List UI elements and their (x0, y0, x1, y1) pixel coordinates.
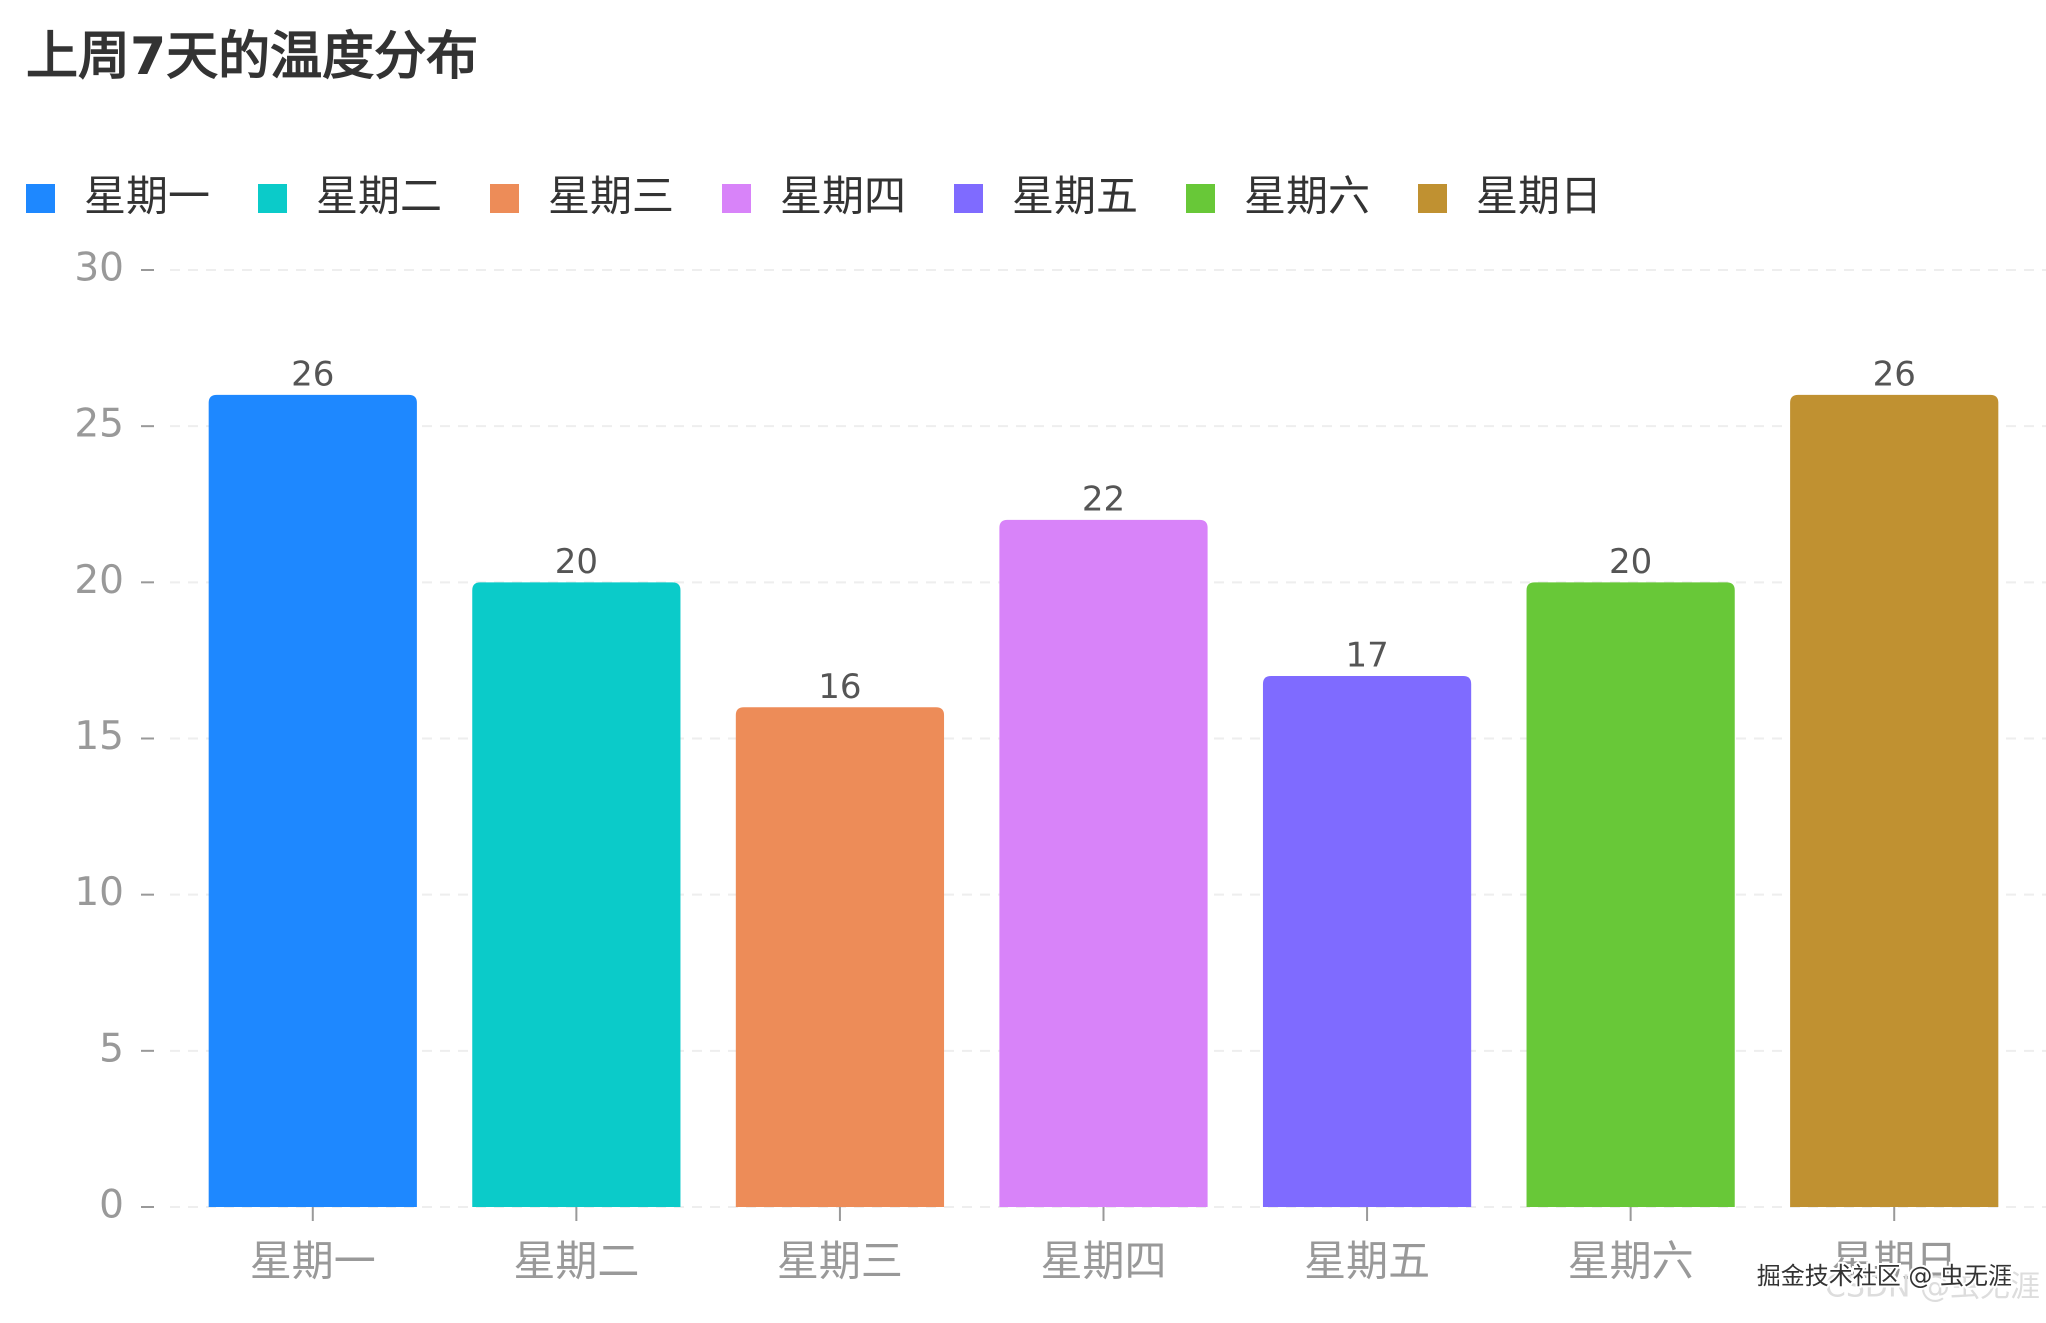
bar (472, 582, 681, 1207)
bar (735, 707, 945, 1207)
y-tick-label: 10 (74, 870, 124, 915)
legend-swatch (1418, 184, 1447, 213)
legend-label: 星期五 (1012, 172, 1138, 221)
watermark: 掘金技术社区 @ 虫无涯 (1757, 1262, 2012, 1290)
x-tick-label: 星期六 (1568, 1237, 1694, 1286)
data-label: 20 (555, 542, 598, 582)
y-tick-label: 0 (99, 1183, 124, 1228)
x-tick-label: 星期一 (250, 1237, 376, 1286)
x-tick-label: 星期二 (513, 1237, 639, 1286)
chart-title: 上周7天的温度分布 (26, 27, 478, 87)
bar (999, 519, 1208, 1207)
data-label: 16 (818, 667, 861, 707)
x-tick-label: 星期三 (777, 1237, 903, 1286)
bar (1262, 676, 1472, 1207)
y-tick-label: 25 (74, 402, 124, 447)
legend-swatch (722, 184, 751, 213)
legend-label: 星期四 (780, 172, 906, 221)
data-label: 26 (1873, 354, 1916, 394)
legend-swatch (954, 184, 983, 213)
x-tick-label: 星期四 (1040, 1237, 1166, 1286)
y-tick-label: 15 (74, 714, 124, 759)
data-label: 22 (1082, 479, 1125, 519)
watermark: CSDN @虫无涯 (1825, 1270, 2040, 1305)
data-label: 20 (1609, 542, 1652, 582)
legend-swatch (1186, 184, 1215, 213)
bar (1790, 394, 1999, 1207)
y-tick-label: 5 (99, 1026, 124, 1071)
legend-label: 星期六 (1244, 172, 1370, 221)
y-tick-label: 30 (74, 246, 124, 291)
legend-label: 星期三 (548, 172, 674, 221)
data-label: 17 (1345, 636, 1388, 676)
bar (208, 394, 417, 1207)
legend-swatch (490, 184, 519, 213)
y-tick-label: 20 (74, 558, 124, 603)
legend-label: 星期日 (1476, 172, 1602, 221)
legend-label: 星期一 (84, 172, 210, 221)
x-tick-label: 星期日 (1831, 1237, 1957, 1286)
legend-swatch (26, 184, 55, 213)
bar (1526, 582, 1735, 1207)
data-label: 26 (291, 354, 334, 394)
legend-swatch (258, 184, 287, 213)
legend-label: 星期二 (316, 172, 442, 221)
x-tick-label: 星期五 (1304, 1237, 1430, 1286)
